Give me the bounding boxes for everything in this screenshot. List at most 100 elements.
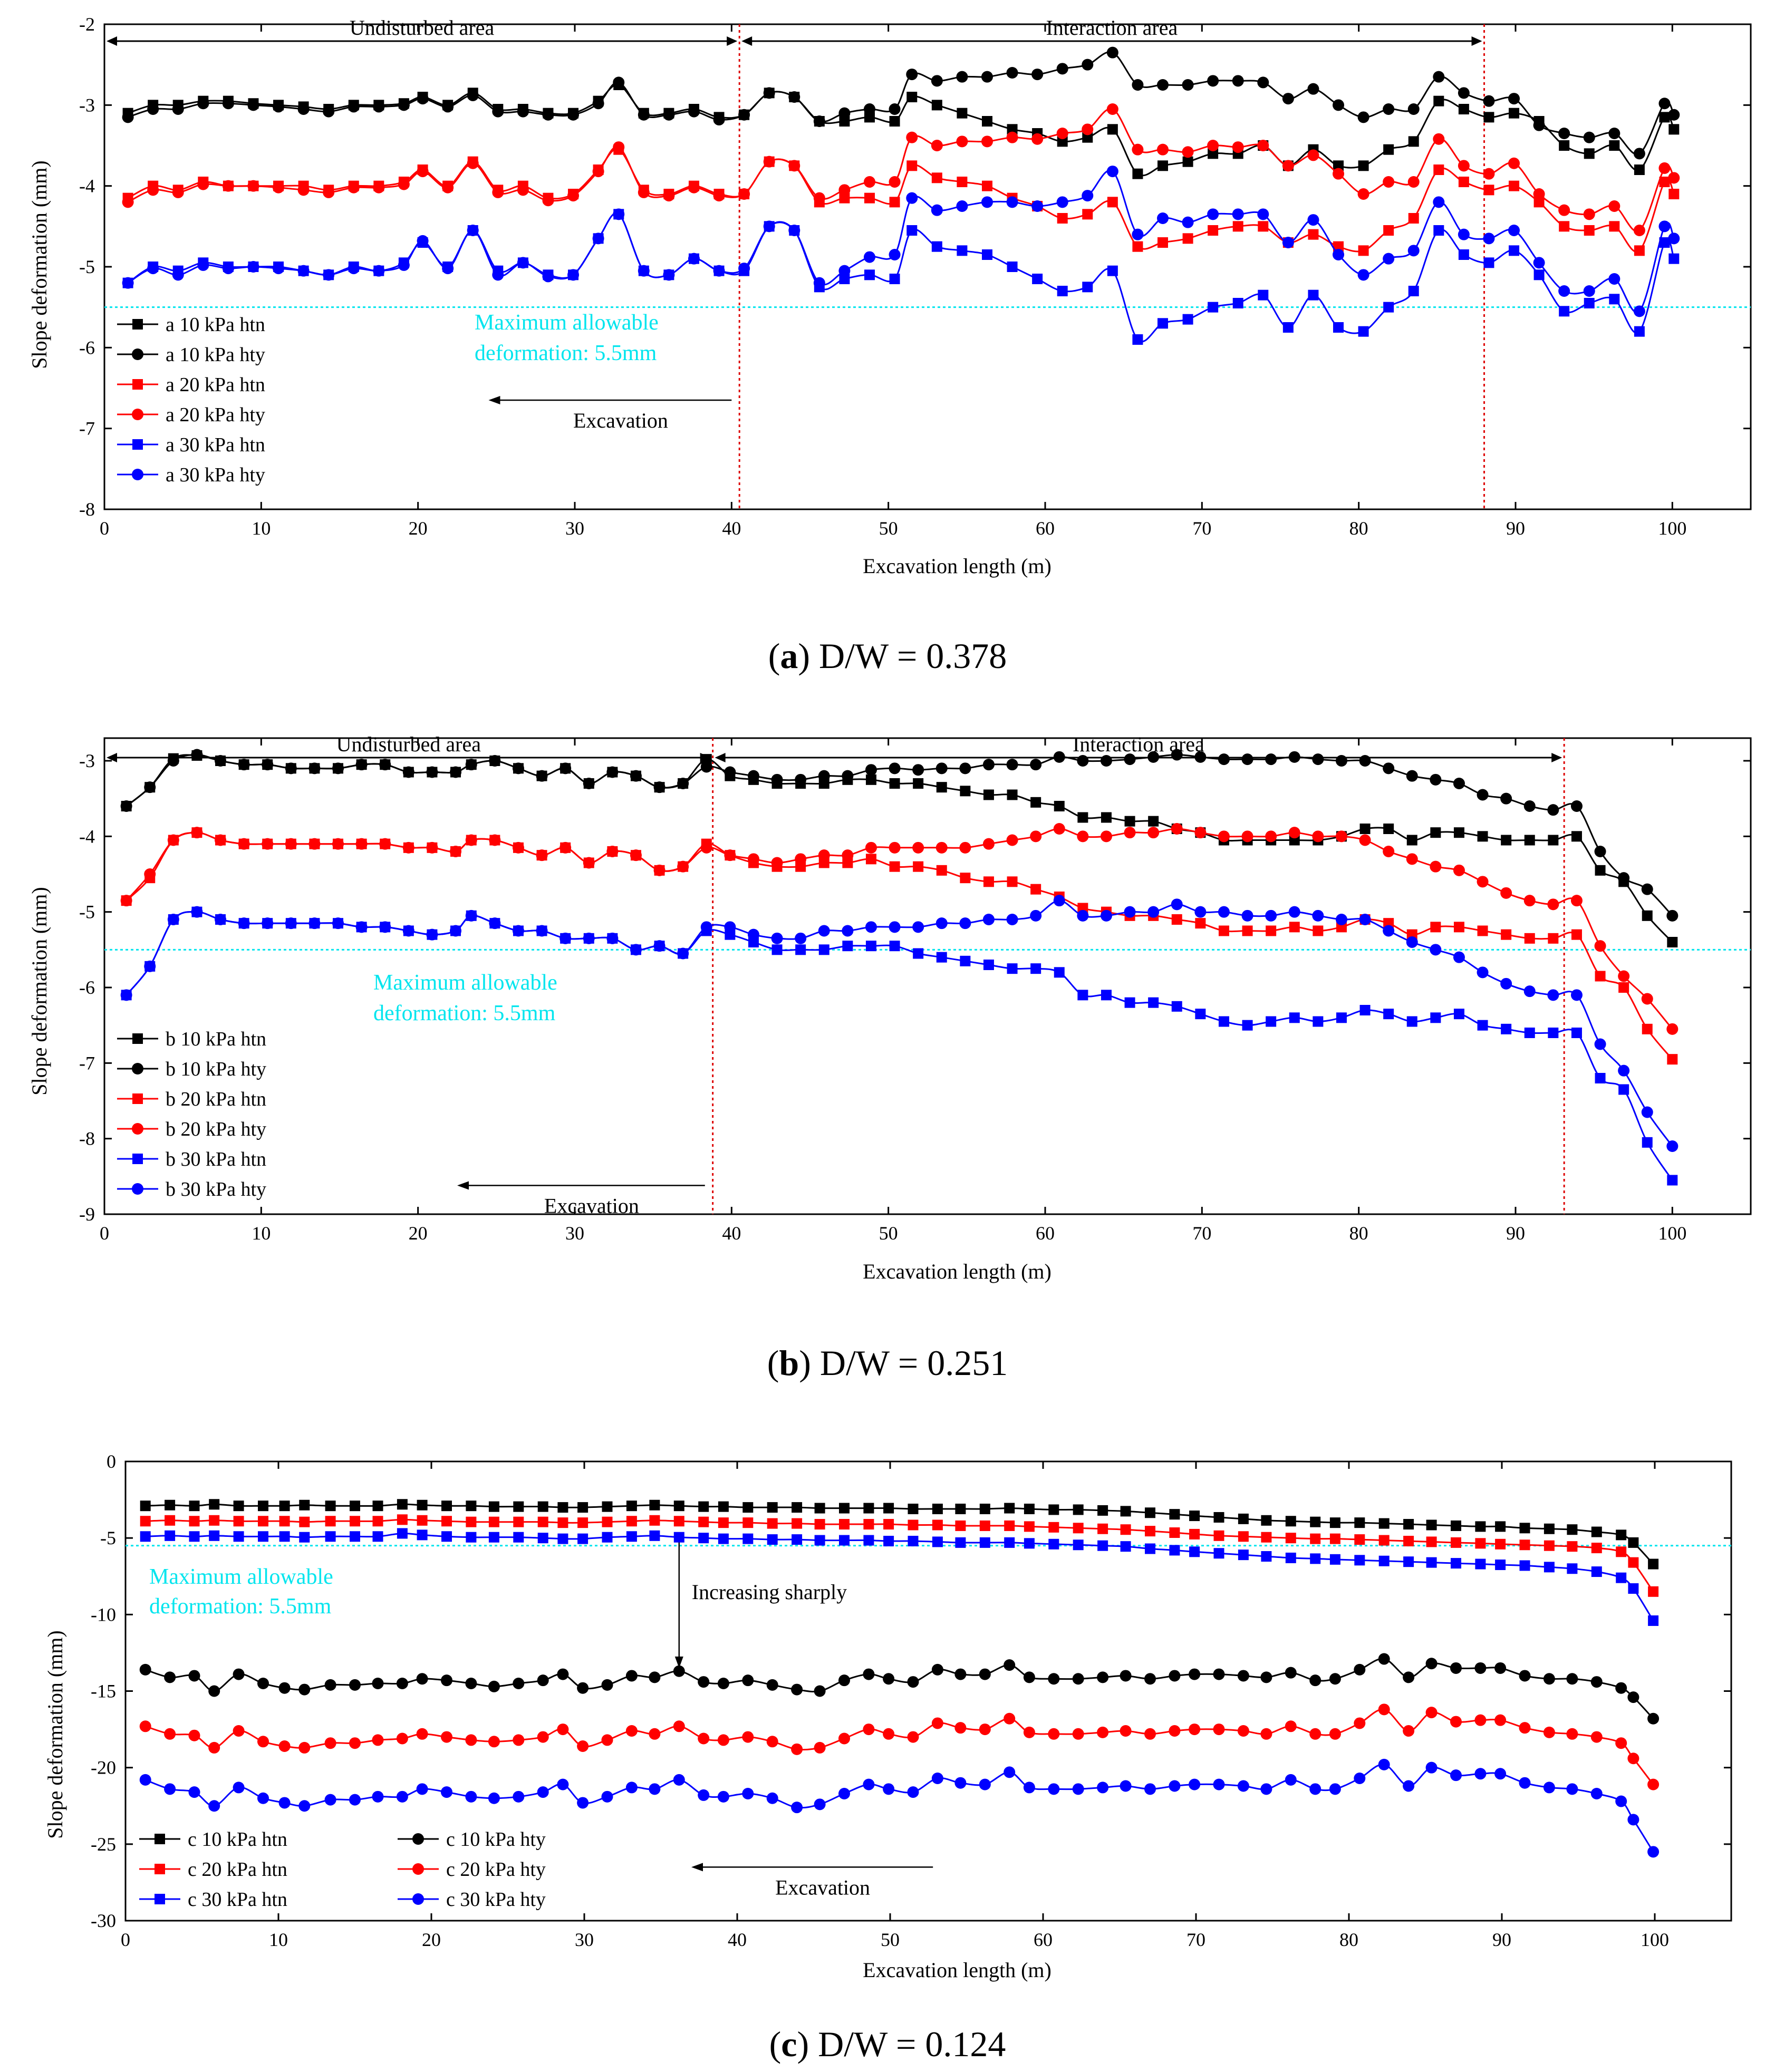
limit-label-line1: Maximum allowable xyxy=(373,971,557,995)
data-point xyxy=(372,1677,384,1689)
data-point xyxy=(1354,1517,1365,1528)
data-point xyxy=(1282,237,1294,248)
data-point xyxy=(767,1502,778,1513)
legend-marker xyxy=(132,1183,143,1195)
data-point xyxy=(489,917,501,930)
data-point xyxy=(1647,1778,1660,1790)
data-point xyxy=(1628,1583,1639,1594)
data-point xyxy=(906,192,918,204)
series-line xyxy=(126,899,1673,1147)
data-point xyxy=(889,103,901,115)
data-point xyxy=(1500,792,1512,805)
data-point xyxy=(1237,1670,1249,1682)
data-point xyxy=(763,156,775,168)
legend-label: a 30 kPa hty xyxy=(166,464,265,486)
data-point xyxy=(1004,1520,1015,1531)
data-point xyxy=(1195,918,1206,929)
data-point xyxy=(883,1783,895,1795)
data-point xyxy=(1647,1846,1660,1858)
x-tick-label: 100 xyxy=(1658,518,1686,539)
data-point xyxy=(167,914,179,925)
data-point xyxy=(792,1502,803,1513)
data-point xyxy=(931,1663,943,1676)
data-point xyxy=(1023,1726,1035,1738)
data-point xyxy=(673,1532,684,1543)
excavation-arrowhead xyxy=(457,1181,469,1190)
data-point xyxy=(577,1533,589,1544)
data-point xyxy=(238,917,250,930)
data-point xyxy=(906,92,918,102)
legend-marker xyxy=(132,469,143,480)
data-point xyxy=(1533,197,1545,208)
data-point xyxy=(1106,166,1118,178)
data-point xyxy=(1006,914,1018,925)
data-point xyxy=(191,749,203,761)
data-point xyxy=(1523,800,1536,812)
data-point xyxy=(1310,1533,1321,1544)
data-point xyxy=(592,233,604,245)
data-point xyxy=(191,827,203,839)
data-point xyxy=(1566,1728,1578,1740)
data-point xyxy=(738,109,750,121)
data-point xyxy=(417,1529,428,1541)
data-point xyxy=(1030,830,1042,843)
data-point xyxy=(164,1783,176,1795)
data-point xyxy=(1533,119,1545,131)
data-point xyxy=(1171,914,1182,925)
data-point xyxy=(297,103,310,115)
data-point xyxy=(1634,326,1645,337)
data-point xyxy=(1006,834,1018,846)
data-point xyxy=(222,263,234,275)
data-point xyxy=(1571,929,1582,940)
data-point xyxy=(1658,220,1671,233)
data-point xyxy=(1232,298,1243,308)
data-point xyxy=(1182,233,1193,244)
data-point xyxy=(1403,1556,1414,1567)
data-point xyxy=(1082,132,1093,143)
data-point xyxy=(1453,1009,1464,1020)
data-point xyxy=(1483,257,1494,268)
x-tick-label: 30 xyxy=(575,1929,594,1950)
data-point xyxy=(700,841,712,854)
data-point xyxy=(592,166,604,178)
data-point xyxy=(513,1501,524,1512)
data-point xyxy=(1425,1707,1438,1719)
data-point xyxy=(700,921,712,933)
data-point xyxy=(839,116,850,127)
data-point xyxy=(1285,1720,1297,1732)
data-point xyxy=(140,1516,151,1527)
data-point xyxy=(1073,1504,1084,1515)
data-point xyxy=(1007,963,1018,974)
data-point xyxy=(954,1777,967,1789)
data-point xyxy=(649,1728,661,1740)
data-point xyxy=(673,1665,685,1677)
data-point xyxy=(233,1531,244,1542)
data-point xyxy=(1120,1524,1131,1535)
data-point xyxy=(1282,93,1294,105)
data-point xyxy=(1641,993,1653,1005)
data-point xyxy=(889,941,900,952)
x-tick-label: 80 xyxy=(1339,1929,1358,1950)
y-axis-title-a: Slope deformation (mm) xyxy=(27,160,51,369)
data-point xyxy=(1595,971,1606,982)
data-point xyxy=(955,1537,966,1548)
data-point xyxy=(1082,282,1093,293)
data-point xyxy=(1495,1538,1506,1550)
data-point xyxy=(613,208,625,220)
limit-label-line2: deformation: 5.5mm xyxy=(475,341,657,365)
x-tick-label: 10 xyxy=(252,518,271,539)
data-point xyxy=(348,263,360,275)
data-point xyxy=(1189,1546,1200,1557)
data-point xyxy=(1213,1512,1224,1523)
y-tick-label: -2 xyxy=(79,14,95,35)
data-point xyxy=(442,181,454,193)
data-point xyxy=(688,253,700,265)
data-point xyxy=(839,1519,850,1530)
y-tick-label: -7 xyxy=(79,418,95,439)
data-point xyxy=(1057,286,1068,296)
data-point xyxy=(398,259,410,271)
data-point xyxy=(630,770,642,782)
data-point xyxy=(215,834,227,846)
data-point xyxy=(1132,168,1143,179)
data-point xyxy=(513,1532,524,1543)
